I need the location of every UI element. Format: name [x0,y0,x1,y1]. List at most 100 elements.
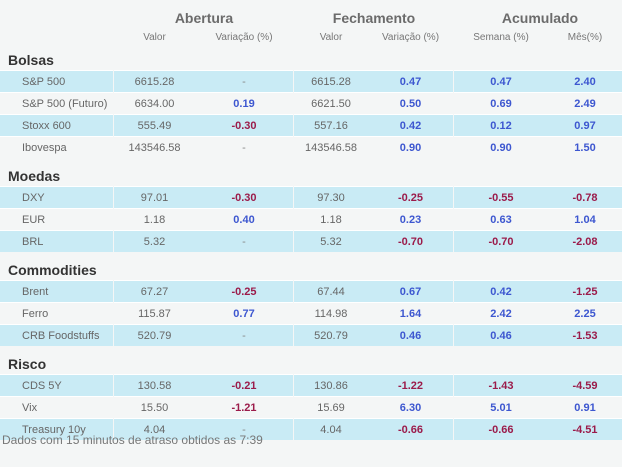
cell: -1.53 [548,324,622,346]
cell: -2.08 [548,230,622,252]
cell: 15.69 [294,396,368,418]
cell: -1.43 [454,374,548,396]
cell: 143546.58 [294,136,368,158]
cell: 4.04 [294,418,368,440]
cell: 97.01 [114,186,195,208]
cell: 67.27 [114,280,195,302]
group-header: Fechamento [332,10,416,26]
cell: 0.90 [454,136,548,158]
cell: 1.04 [548,208,622,230]
cell: 0.77 [195,302,293,324]
cell: 130.86 [294,374,368,396]
row-label: EUR [0,208,113,230]
cell: 520.79 [114,324,195,346]
cell: 0.67 [368,280,453,302]
cell: 114.98 [294,302,368,324]
cell: 0.90 [368,136,453,158]
cell: -0.78 [548,186,622,208]
cell: 0.23 [368,208,453,230]
cell: 0.12 [454,114,548,136]
column-header: Variação (%) [215,32,273,43]
cell: 115.87 [114,302,195,324]
cell: 5.01 [454,396,548,418]
row-label: DXY [0,186,113,208]
cell: 6.30 [368,396,453,418]
cell: - [195,70,293,92]
cell: 557.16 [294,114,368,136]
cell: 15.50 [114,396,195,418]
row-label: CRB Foodstuffs [0,324,113,346]
cell: -0.55 [454,186,548,208]
cell: 0.46 [454,324,548,346]
cell: 130.58 [114,374,195,396]
group-header: Acumulado [501,10,579,26]
row-label: Ibovespa [0,136,113,158]
cell: -0.25 [195,280,293,302]
cell: 0.40 [195,208,293,230]
cell: -4.51 [548,418,622,440]
row-label: Vix [0,396,113,418]
row-label: CDS 5Y [0,374,113,396]
cell: 0.97 [548,114,622,136]
cell: -0.21 [195,374,293,396]
cell: 0.47 [368,70,453,92]
cell: -0.70 [454,230,548,252]
cell: 0.19 [195,92,293,114]
cell: -1.22 [368,374,453,396]
cell: - [195,230,293,252]
cell: -0.25 [368,186,453,208]
cell: 2.49 [548,92,622,114]
cell: 143546.58 [114,136,195,158]
cell: 2.25 [548,302,622,324]
section-title: Commodities [8,262,97,278]
cell: 0.50 [368,92,453,114]
column-header: Variação (%) [381,32,440,43]
row-label: Stoxx 600 [0,114,113,136]
cell: - [195,418,293,440]
cell: 0.47 [454,70,548,92]
cell: -0.66 [454,418,548,440]
cell: 0.46 [368,324,453,346]
row-label: Brent [0,280,113,302]
row-label: BRL [0,230,113,252]
row-label: Treasury 10y [0,418,113,440]
cell: -0.66 [368,418,453,440]
cell: -0.30 [195,114,293,136]
footer: Dados com 15 minutos de atraso obtidos a… [2,433,263,447]
row-label: Ferro [0,302,113,324]
row-label: S&P 500 (Futuro) [0,92,113,114]
cell: 1.18 [114,208,195,230]
cell: 2.42 [454,302,548,324]
cell: 1.18 [294,208,368,230]
cell: 6634.00 [114,92,195,114]
cell: 555.49 [114,114,195,136]
cell: 0.42 [454,280,548,302]
cell: 6615.28 [294,70,368,92]
cell: 1.64 [368,302,453,324]
cell: 1.50 [548,136,622,158]
cell: 0.63 [454,208,548,230]
row-label: S&P 500 [0,70,113,92]
section-title: Risco [8,356,47,372]
cell: 2.40 [548,70,622,92]
column-header: Semana (%) [473,32,529,43]
cell: -1.21 [195,396,293,418]
cell: -0.30 [195,186,293,208]
group-header: Abertura [174,10,234,26]
section-title: Moedas [8,168,61,184]
cell: - [195,136,293,158]
cell: 0.91 [548,396,622,418]
cell: 6621.50 [294,92,368,114]
column-header: Valor [143,32,166,43]
cell: 4.04 [114,418,195,440]
cell: 5.32 [294,230,368,252]
cell: 5.32 [114,230,195,252]
cell: 520.79 [294,324,368,346]
cell: -4.59 [548,374,622,396]
cell: 6615.28 [114,70,195,92]
cell: 97.30 [294,186,368,208]
cell: - [195,324,293,346]
cell: -0.70 [368,230,453,252]
cell: 0.69 [454,92,548,114]
